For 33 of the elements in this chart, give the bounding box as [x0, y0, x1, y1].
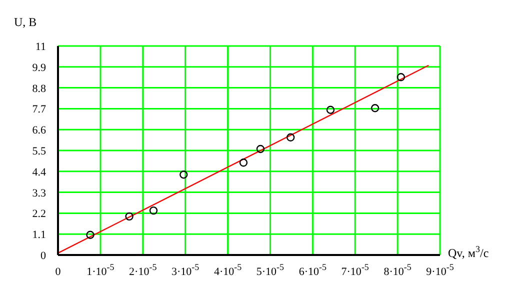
y-tick-label: 5.5 — [32, 146, 46, 158]
point — [86, 230, 94, 239]
y-tick-label: 11 — [35, 41, 46, 53]
y-tick-label: 1.1 — [32, 229, 46, 242]
point — [326, 106, 335, 114]
y-tick-label: 0 — [40, 250, 46, 262]
x-tick-label: 9·10$^{-5}$ — [426, 262, 454, 278]
x-tick-label: 5·10$^{-5}$ — [256, 262, 285, 278]
point — [256, 144, 265, 154]
point — [286, 133, 295, 142]
point — [125, 212, 134, 221]
x-tick-label: 8·10$^{-5}$ — [384, 262, 412, 278]
point — [396, 73, 406, 82]
y-tick-label: 2.2 — [32, 208, 46, 220]
y-tick-label: 7.7 — [32, 104, 46, 116]
point — [149, 206, 158, 215]
y-tick-label: 8.8 — [32, 82, 46, 95]
x-tick-label: 6·10$^{-5}$ — [298, 262, 327, 278]
x-tick-label: 0 — [55, 266, 62, 278]
point — [370, 104, 380, 112]
x-tick-label: 3·10$^{-5}$ — [171, 262, 200, 278]
x-tick-label: 7·10$^{-5}$ — [341, 262, 370, 278]
y-tick-label: 4.4 — [32, 166, 46, 178]
x-tick-label: 1·10$^{-5}$ — [86, 262, 115, 278]
y-tick-label: 6.6 — [32, 124, 46, 137]
x-axis-title: Qv, м$^{3}$/с — [448, 244, 489, 260]
y-axis-title: U, B — [14, 15, 37, 29]
x-tick-label: 2·10$^{-5}$ — [129, 262, 158, 278]
point — [239, 158, 248, 167]
point — [180, 170, 188, 179]
y-tick-label: 9.9 — [32, 62, 46, 74]
x-tick-label: 4·10$^{-5}$ — [214, 262, 242, 278]
y-tick-label: 3.3 — [32, 187, 46, 200]
